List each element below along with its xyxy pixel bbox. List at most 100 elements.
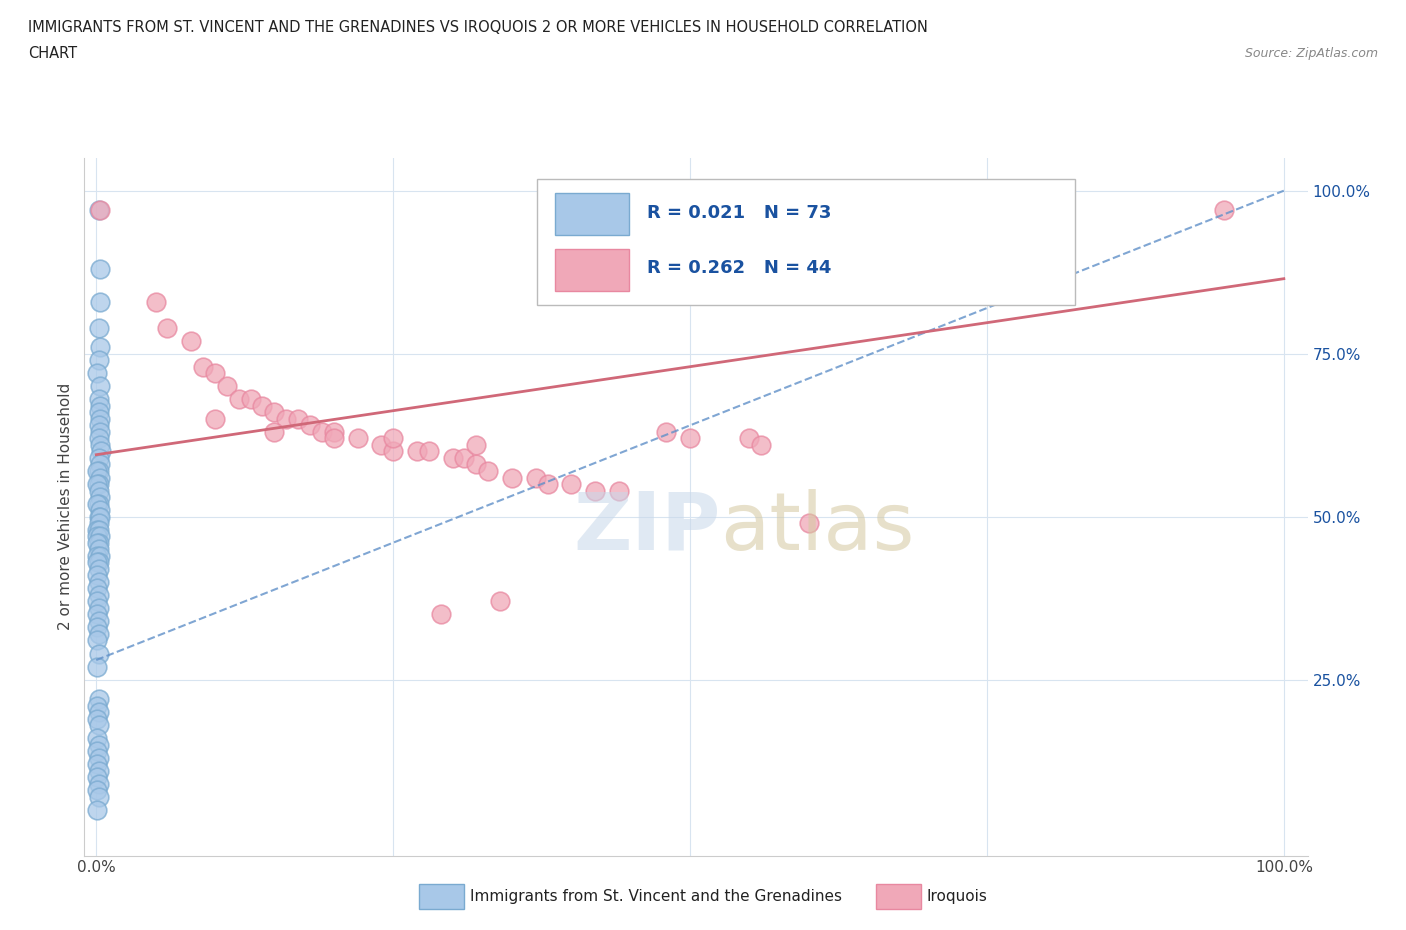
Y-axis label: 2 or more Vehicles in Household: 2 or more Vehicles in Household bbox=[58, 383, 73, 631]
Point bbox=[86, 698, 108, 713]
Point bbox=[86, 659, 108, 674]
Point bbox=[87, 203, 110, 218]
Point bbox=[87, 646, 110, 661]
Point bbox=[418, 444, 440, 458]
Text: ZIP: ZIP bbox=[574, 489, 720, 566]
Point bbox=[89, 398, 111, 413]
Point bbox=[86, 594, 108, 609]
Point bbox=[89, 203, 111, 218]
Point bbox=[89, 339, 111, 354]
Point bbox=[86, 365, 108, 380]
Text: atlas: atlas bbox=[720, 489, 915, 566]
Point bbox=[86, 523, 108, 538]
Text: IMMIGRANTS FROM ST. VINCENT AND THE GRENADINES VS IROQUOIS 2 OR MORE VEHICLES IN: IMMIGRANTS FROM ST. VINCENT AND THE GREN… bbox=[28, 20, 928, 35]
Point bbox=[87, 320, 110, 335]
FancyBboxPatch shape bbox=[537, 179, 1076, 305]
Point bbox=[86, 529, 108, 544]
Point bbox=[441, 450, 464, 465]
Point bbox=[429, 607, 451, 622]
Point bbox=[86, 555, 108, 570]
Point bbox=[89, 549, 111, 564]
Point bbox=[263, 405, 285, 419]
Point bbox=[89, 437, 111, 452]
Text: Source: ZipAtlas.com: Source: ZipAtlas.com bbox=[1244, 46, 1378, 60]
Point bbox=[204, 365, 226, 380]
Point bbox=[87, 555, 110, 570]
Point bbox=[86, 744, 108, 759]
Point bbox=[489, 594, 512, 609]
Point bbox=[87, 450, 110, 465]
Point bbox=[87, 718, 110, 733]
Point bbox=[86, 607, 108, 622]
Point bbox=[89, 294, 111, 309]
Point bbox=[87, 588, 110, 603]
Point bbox=[87, 601, 110, 616]
Point bbox=[86, 463, 108, 478]
Point bbox=[287, 411, 309, 426]
Point bbox=[382, 444, 405, 458]
Point bbox=[1213, 203, 1236, 218]
Point bbox=[87, 790, 110, 804]
Point bbox=[453, 450, 475, 465]
Point bbox=[87, 614, 110, 629]
Point bbox=[311, 424, 333, 439]
Point bbox=[156, 320, 179, 335]
Point bbox=[86, 803, 108, 817]
Point bbox=[749, 437, 772, 452]
Point bbox=[89, 261, 111, 276]
Point bbox=[607, 483, 630, 498]
Point bbox=[298, 418, 321, 432]
Point bbox=[322, 431, 344, 445]
Point bbox=[89, 411, 111, 426]
Text: Iroquois: Iroquois bbox=[927, 889, 987, 904]
Point bbox=[86, 581, 108, 596]
Point bbox=[87, 562, 110, 577]
Point bbox=[87, 418, 110, 432]
Point bbox=[87, 516, 110, 531]
Point bbox=[583, 483, 606, 498]
Point bbox=[204, 411, 226, 426]
Point bbox=[87, 476, 110, 491]
Text: R = 0.021   N = 73: R = 0.021 N = 73 bbox=[647, 204, 831, 221]
Point bbox=[322, 424, 344, 439]
Point bbox=[86, 549, 108, 564]
Point bbox=[87, 575, 110, 590]
Point bbox=[406, 444, 429, 458]
Point bbox=[370, 437, 392, 452]
Point bbox=[797, 516, 820, 531]
Point bbox=[228, 392, 250, 406]
Point bbox=[86, 568, 108, 583]
Point bbox=[87, 510, 110, 525]
Point bbox=[87, 764, 110, 778]
Text: CHART: CHART bbox=[28, 46, 77, 61]
FancyBboxPatch shape bbox=[555, 249, 628, 291]
Point bbox=[87, 523, 110, 538]
Point bbox=[89, 379, 111, 393]
Point bbox=[465, 457, 488, 472]
Point bbox=[86, 711, 108, 726]
Point bbox=[86, 731, 108, 746]
Point bbox=[477, 463, 499, 478]
Point bbox=[679, 431, 702, 445]
Point bbox=[87, 542, 110, 557]
Point bbox=[560, 476, 582, 491]
Point bbox=[89, 489, 111, 504]
Point bbox=[239, 392, 262, 406]
Point bbox=[87, 483, 110, 498]
Point bbox=[87, 463, 110, 478]
Point bbox=[252, 398, 274, 413]
Point bbox=[87, 737, 110, 752]
Point bbox=[86, 757, 108, 772]
Point bbox=[191, 359, 214, 374]
Point bbox=[86, 476, 108, 491]
Point bbox=[87, 777, 110, 791]
Point bbox=[655, 424, 678, 439]
Point bbox=[501, 470, 523, 485]
Point bbox=[86, 536, 108, 551]
Point bbox=[86, 770, 108, 785]
Point bbox=[215, 379, 238, 393]
Point bbox=[89, 457, 111, 472]
Point bbox=[536, 476, 558, 491]
Point bbox=[87, 705, 110, 720]
Point bbox=[382, 431, 405, 445]
